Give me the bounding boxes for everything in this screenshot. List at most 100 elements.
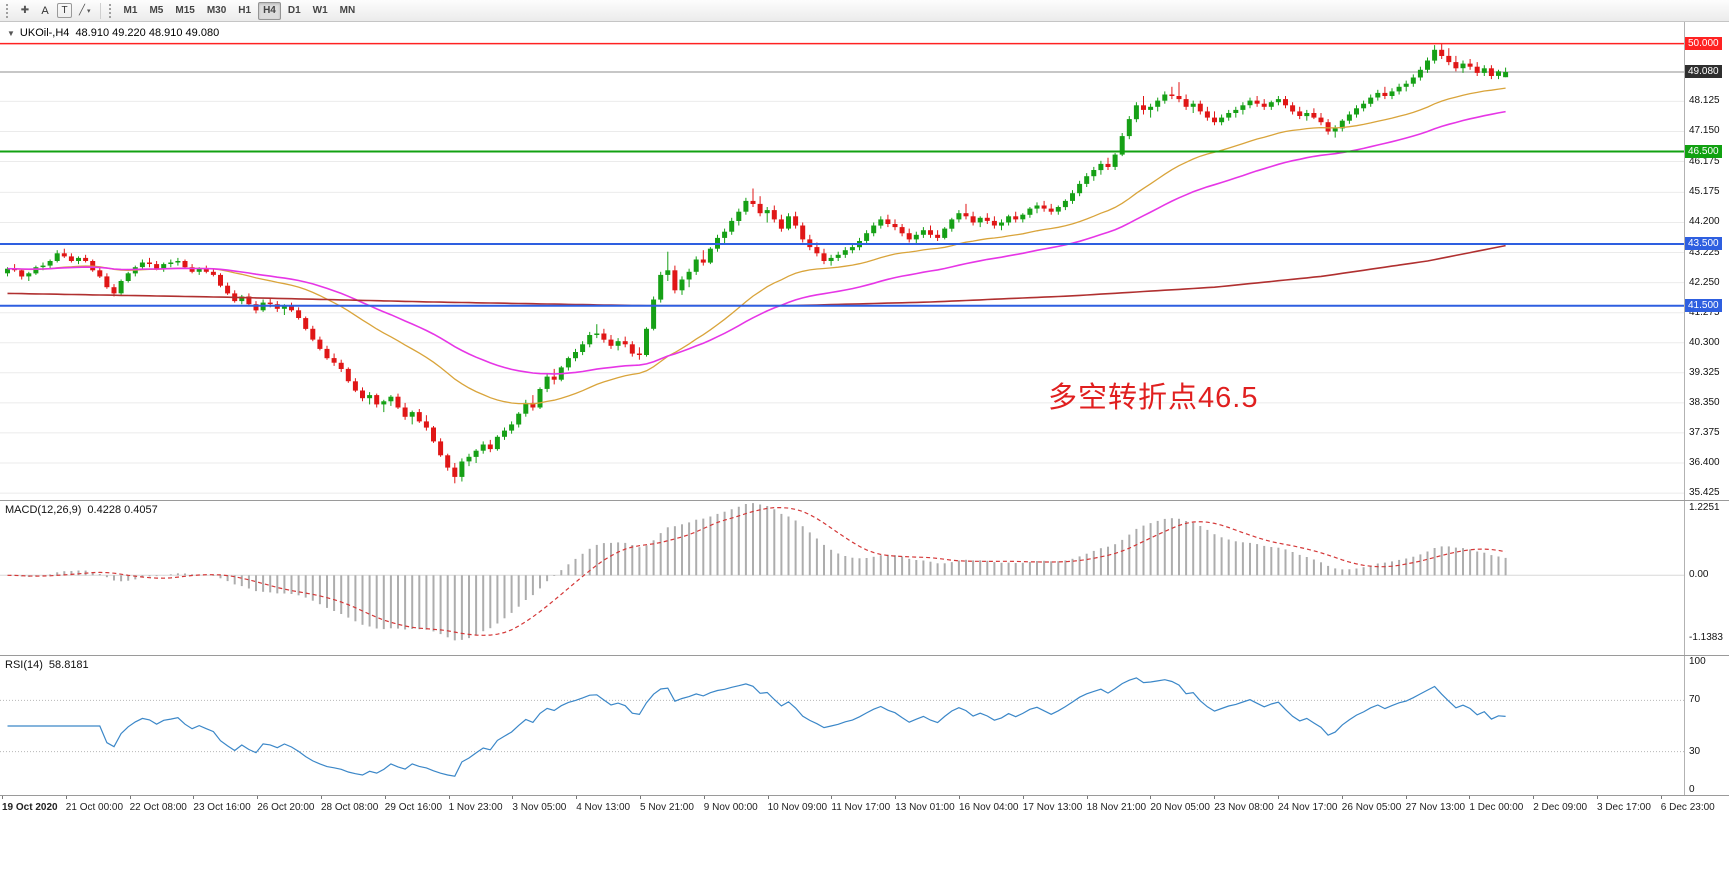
text-label-button[interactable]: A [35,2,55,20]
rsi-name: RSI(14) [5,659,43,671]
time-tick [640,796,641,799]
chart-annotation[interactable]: 多空转折点46.5 [1048,382,1259,414]
time-axis-label: 26 Nov 05:00 [1341,802,1402,813]
toolbar: ✚ A T ╱ ▾ M1 M5 M15 M30 H1 H4 D1 W1 MN [0,0,1729,22]
price-axis-label: 44.200 [1689,216,1720,228]
pane-divider[interactable] [0,655,1729,656]
price-axis-label: 40.300 [1689,336,1720,348]
time-axis-label: 1 Dec 00:00 [1469,802,1524,813]
chevron-down-icon: ▾ [87,7,91,15]
time-tick [703,796,705,799]
time-axis[interactable]: 19 Oct 2020 21 Oct 00:00 22 Oct 08:00 23 Oc… [0,795,1729,817]
time-axis-label: 17 Nov 13:00 [1022,802,1083,813]
rsi-value: 58.8181 [48,659,89,671]
symbol-period-label: UKOil-,H4 [19,27,70,39]
time-tick [767,796,769,799]
moving-average-medium [7,110,1506,375]
time-tick [65,796,67,799]
timeframe-button-m5[interactable]: M5 [149,5,164,16]
macd-pane[interactable] [0,501,1684,655]
price-axis-label: 46.175 [1689,155,1720,167]
price-level-badge: 41.500 [1685,298,1722,312]
time-tick [831,796,833,799]
rsi-pane[interactable] [0,656,1684,795]
text-box-button[interactable]: T [57,3,72,18]
time-axis-label: 24 Nov 17:00 [1278,802,1338,813]
time-tick [959,796,960,799]
time-axis-label: 10 Nov 09:00 [767,802,828,813]
time-axis-label: 13 Nov 01:00 [895,802,955,813]
time-tick [1214,796,1216,799]
rsi-axis-label: 100 [1689,656,1706,667]
toolbar-grip[interactable] [108,3,114,18]
timeframe-button-d1[interactable]: D1 [287,5,301,16]
toolbar-separator [99,2,101,19]
time-axis-label: 11 Nov 17:00 [831,802,891,813]
time-tick [1533,796,1535,799]
macd-name: MACD(12,26,9) [5,504,82,516]
time-tick [576,796,578,799]
collapse-arrow-icon[interactable]: ▼ [7,29,15,38]
text-label-icon: A [41,4,49,17]
price-axis-label: 37.375 [1689,426,1720,438]
time-tick [384,796,386,799]
timeframe-button-h4[interactable]: H4 [258,1,281,20]
time-axis-label: 18 Nov 21:00 [1086,802,1147,813]
rsi-chart [0,677,1684,777]
macd-axis-label: -1.1383 [1689,631,1723,643]
moving-average-fast [7,87,1506,405]
timeframe-button-mn[interactable]: MN [339,5,356,16]
timeframe-group: M1 M5 M15 M30 H1 H4 D1 W1 MN [118,1,362,20]
rsi-indicator-label: RSI(14) 58.8181 [5,659,89,671]
time-axis-label: 2 Dec 09:00 [1533,802,1588,813]
pane-divider[interactable] [0,500,1729,501]
timeframe-button-m15[interactable]: M15 [175,5,195,16]
macd-signal-line [7,507,1506,636]
crosshair-icon[interactable]: ✚ [15,2,35,20]
time-tick [1469,796,1471,799]
rsi-axis-label: 70 [1689,694,1701,706]
time-axis-label: 1 Nov 23:00 [448,802,503,813]
main-chart-pane[interactable] [0,22,1684,500]
chart-header[interactable]: ▼ UKOil-,H4 48.910 49.220 48.910 49.080 [7,27,219,39]
time-axis-label: 19 Oct 2020 [2,802,58,813]
time-axis-label: 3 Nov 05:00 [512,802,567,813]
macd-chart [0,503,1684,641]
time-tick [1086,796,1088,799]
time-axis-label: 20 Nov 05:00 [1150,802,1210,813]
time-axis-label: 29 Oct 16:00 [384,802,443,813]
rsi-axis-label: 0 [1689,784,1695,795]
price-axis-label: 41.275 [1689,306,1720,318]
time-tick [1341,796,1343,799]
rsi-line [7,677,1506,777]
time-tick [129,796,131,799]
toolbar-grip[interactable] [6,3,11,18]
moving-average-slow [7,244,1506,307]
price-axis-label: 39.325 [1689,366,1720,378]
price-axis-label: 36.400 [1689,456,1720,468]
time-tick [1405,796,1407,799]
price-axis-label: 42.250 [1689,276,1720,288]
time-axis-label: 16 Nov 04:00 [959,802,1019,813]
timeframe-button-h1[interactable]: H1 [238,5,252,16]
macd-histogram [13,503,1507,641]
time-axis-label: 21 Oct 00:00 [65,802,124,813]
time-axis-label: 4 Nov 13:00 [576,802,631,813]
price-axis-label: 47.150 [1689,125,1720,137]
macd-values: 0.4228 0.4057 [87,504,158,516]
draw-tools-button[interactable]: ╱ ▾ [74,2,96,20]
time-axis-label: 27 Nov 13:00 [1405,802,1466,813]
trendline-icon: ╱ [79,5,86,16]
price-axis[interactable]: 48.125 47.150 46.175 45.175 44.200 43.225 42.2… [1684,22,1729,795]
time-axis-label: 23 Nov 08:00 [1214,802,1274,813]
time-axis-label: 28 Oct 08:00 [321,802,379,813]
time-axis-label: 26 Oct 20:00 [257,802,315,813]
time-tick [193,796,195,799]
timeframe-button-w1[interactable]: W1 [312,5,328,16]
timeframe-button-m30[interactable]: M30 [206,5,227,16]
timeframe-button-m1[interactable]: M1 [123,5,138,16]
price-axis-label: 48.125 [1689,95,1720,107]
price-level-badge: 43.500 [1685,237,1722,251]
time-tick [1022,796,1024,799]
price-axis-label: 43.225 [1689,246,1720,258]
